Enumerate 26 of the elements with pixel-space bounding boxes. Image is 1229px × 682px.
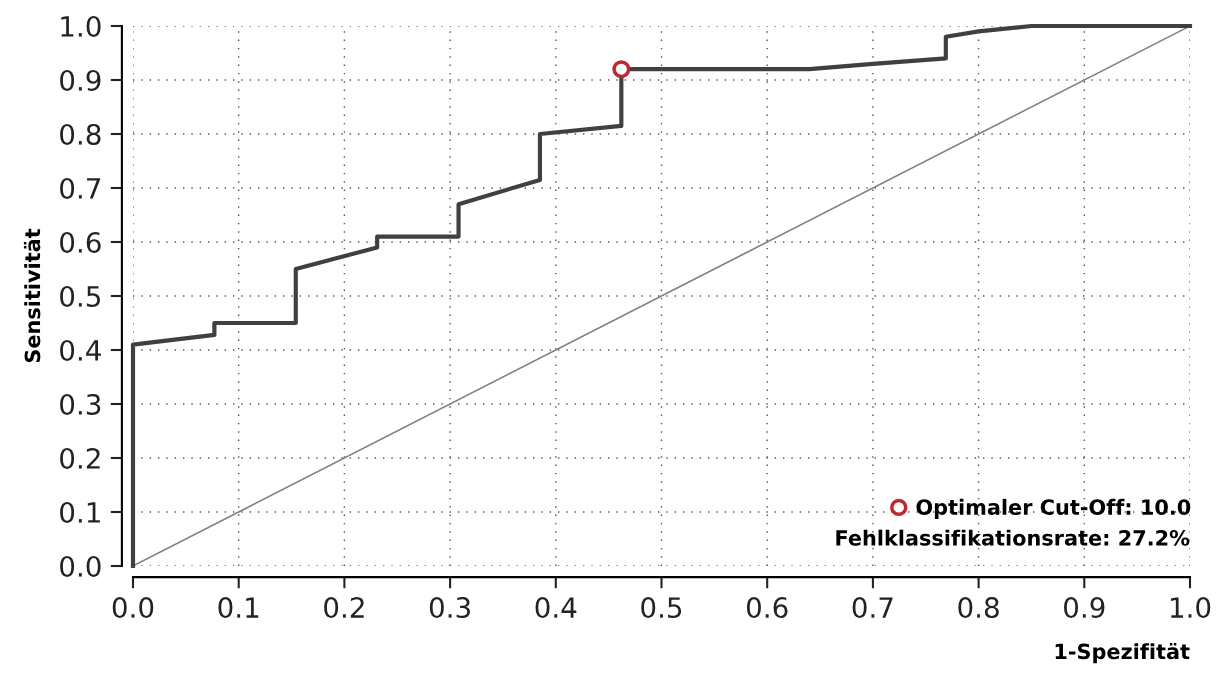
x-tick-label: 0.9 <box>1064 597 1105 619</box>
x-tick-label: 0.3 <box>429 597 470 619</box>
y-tick-label: 0.7 <box>60 177 101 199</box>
x-tick-label: 0.5 <box>641 597 682 619</box>
y-tick-label: 0.8 <box>60 123 101 145</box>
y-tick-label: 0.5 <box>60 285 101 307</box>
legend-label: Optimaler Cut-Off: 10.0 <box>916 498 1191 520</box>
y-tick-label: 0.0 <box>60 555 101 577</box>
y-tick-label: 0.6 <box>60 231 101 253</box>
y-tick-label: 0.3 <box>60 393 101 415</box>
y-tick-label: 0.4 <box>60 339 101 361</box>
x-tick-label: 0.7 <box>852 597 893 619</box>
x-axis-title: 1-Spezifität <box>1055 642 1190 664</box>
y-axis-title: Sensitivität <box>23 228 41 363</box>
y-tick-label: 0.1 <box>60 501 100 523</box>
x-tick-label: 0.0 <box>112 597 154 619</box>
annotation: Fehlklassifikationsrate: 27.2% <box>836 529 1190 546</box>
x-tick-label: 0.1 <box>218 597 259 619</box>
x-tick-label: 0.4 <box>535 597 577 619</box>
x-tick-label: 0.8 <box>958 597 999 619</box>
x-tick-label: 0.6 <box>746 597 788 619</box>
x-tick-label: 1.0 <box>1170 597 1211 619</box>
y-tick-label: 0.2 <box>60 447 100 469</box>
x-tick-label: 0.2 <box>324 597 364 619</box>
y-tick-label: 0.9 <box>60 69 101 91</box>
y-tick-label: 1.0 <box>61 15 101 37</box>
